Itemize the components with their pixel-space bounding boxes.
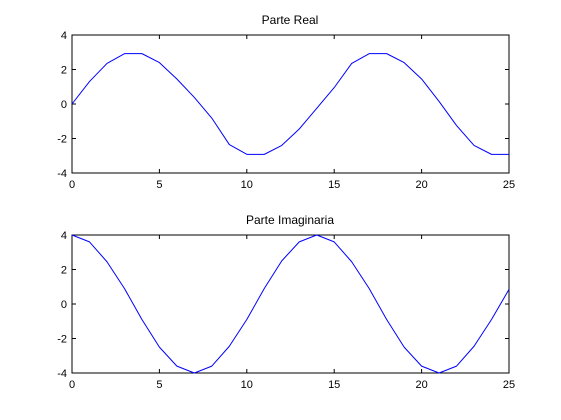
subplot-parte-real: Parte Real 0 5 10 15 20 25 -4 -2 0 2 4 <box>57 13 515 191</box>
y-tick-label: -2 <box>57 334 67 346</box>
y-tick-label: -2 <box>57 134 67 146</box>
y-tick-label: 2 <box>61 265 67 277</box>
axis-ticks: 0 5 10 15 20 25 -4 -2 0 2 4 <box>57 30 515 191</box>
x-tick-label: 5 <box>156 379 162 391</box>
x-tick-label: 20 <box>415 379 427 391</box>
series-group <box>71 53 509 155</box>
x-tick-label: 0 <box>69 179 75 191</box>
series-group <box>71 234 510 374</box>
subplot-parte-imaginaria: Parte Imaginaria 0 5 10 15 20 25 -4 -2 0 2 4 <box>57 213 515 391</box>
plot-area <box>71 234 510 374</box>
y-tick-label: 0 <box>61 99 67 111</box>
y-tick-label: 0 <box>61 299 67 311</box>
x-tick-label: 15 <box>328 179 340 191</box>
y-tick-label: 4 <box>61 230 67 242</box>
x-tick-label: 0 <box>69 379 75 391</box>
plot-area <box>71 34 510 174</box>
y-tick-label: 4 <box>61 30 67 42</box>
axis-ticks: 0 5 10 15 20 25 -4 -2 0 2 4 <box>57 230 515 391</box>
chart-title: Parte Imaginaria <box>246 213 334 227</box>
chart-title: Parte Real <box>262 13 319 27</box>
x-tick-label: 5 <box>156 179 162 191</box>
x-tick-label: 10 <box>241 179 253 191</box>
y-tick-label: -4 <box>57 368 67 380</box>
y-tick-label: 2 <box>61 65 67 77</box>
x-tick-label: 25 <box>503 379 515 391</box>
x-tick-label: 15 <box>328 379 340 391</box>
x-tick-label: 20 <box>415 179 427 191</box>
x-tick-label: 25 <box>503 179 515 191</box>
series-line <box>71 53 509 155</box>
x-tick-label: 10 <box>241 379 253 391</box>
series-line <box>71 234 510 374</box>
y-tick-label: -4 <box>57 168 67 180</box>
